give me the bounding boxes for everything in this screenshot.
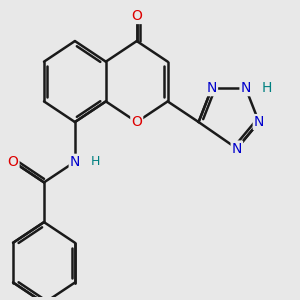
Text: N: N [232, 142, 242, 155]
Text: N: N [241, 81, 251, 95]
Text: N: N [70, 155, 80, 169]
Text: N: N [207, 81, 217, 95]
Text: O: O [131, 9, 142, 23]
Text: H: H [262, 81, 272, 95]
Text: H: H [91, 155, 101, 168]
Text: O: O [8, 155, 19, 169]
Text: N: N [254, 115, 264, 129]
Text: O: O [131, 115, 142, 129]
